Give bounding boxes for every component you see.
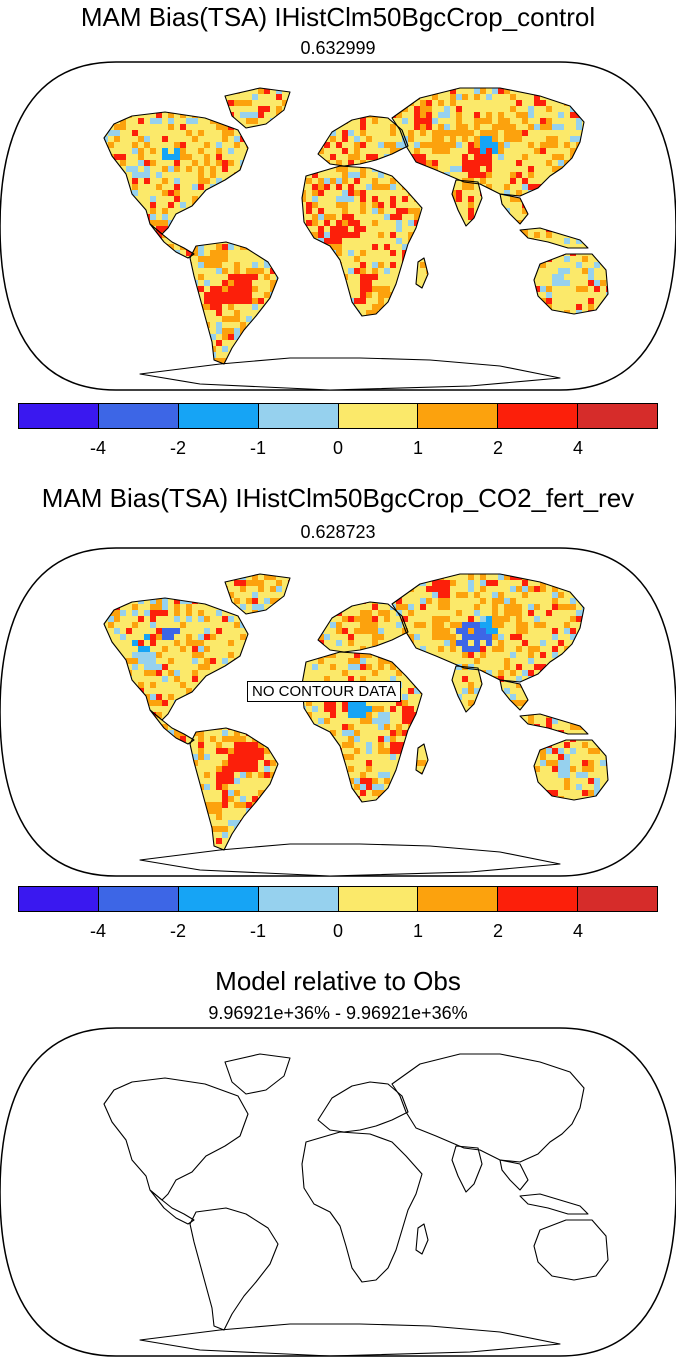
coastline-australia [533, 1219, 609, 1281]
coastline-africa [301, 651, 423, 803]
colorbar-swatch [578, 404, 657, 428]
colorbar-tick-label: 2 [492, 438, 504, 458]
colorbar-swatch [498, 404, 579, 428]
coastline-indonesia [519, 227, 589, 249]
colorbar-tick-label: 1 [412, 921, 424, 941]
coastline-camerica [149, 709, 195, 745]
colorbar-tick-label: 1 [412, 438, 424, 458]
coastline-india [451, 665, 483, 713]
colorbar-tick-label: -4 [89, 438, 107, 458]
colorbar-swatch [338, 887, 419, 911]
colorbar-tick-label: -1 [249, 438, 267, 458]
coastline-asia [391, 87, 585, 197]
panel-1-title: MAM Bias(TSA) IHistClm50BgcCrop_control [80, 2, 596, 32]
colorbar-tick-label: -2 [169, 438, 187, 458]
colorbar-tick-label: -2 [169, 921, 187, 941]
coastline-samerica [189, 1207, 279, 1331]
coastline-australia [533, 739, 609, 801]
colorbar-1 [18, 403, 658, 429]
coastline-seasia [499, 1159, 529, 1191]
coastline-namerica [103, 597, 249, 721]
colorbar-1-labels: -4 -2 -1 0 1 2 4 [18, 437, 658, 459]
panel-1-subtitle: 0.632999 [300, 38, 376, 58]
map-projection-outline [0, 1027, 676, 1357]
colorbar-swatch [418, 404, 499, 428]
no-contour-data-label: NO CONTOUR DATA [247, 681, 402, 702]
coastline-seasia [499, 679, 529, 711]
bias-map-co2-fert-rev [0, 547, 676, 877]
colorbar-swatch [178, 404, 259, 428]
coastline-greenland [224, 573, 291, 615]
panel-3-subtitle: 9.96921e+36% - 9.96921e+36% [208, 1003, 468, 1023]
colorbar-swatch [578, 887, 657, 911]
coastline-africa [301, 165, 423, 317]
colorbar-swatch [178, 887, 259, 911]
coastline-seasia [499, 193, 529, 225]
coastline-asia [391, 1053, 585, 1163]
relative-map [0, 1027, 676, 1357]
colorbar-swatch [19, 887, 99, 911]
colorbar-tick-label: 0 [332, 438, 344, 458]
coastlines [103, 87, 609, 391]
coastline-greenland [224, 1053, 291, 1095]
colorbar-swatch [418, 887, 499, 911]
colorbar-swatch [98, 887, 179, 911]
bias-map-control [0, 61, 676, 391]
panel-3-title: Model relative to Obs [215, 966, 461, 996]
colorbar-swatch [498, 887, 579, 911]
coastline-indonesia [519, 1193, 589, 1215]
coastline-antarctica [139, 1323, 561, 1357]
coastlines [103, 573, 609, 877]
colorbar-swatch [258, 404, 339, 428]
coastline-africa [301, 1131, 423, 1283]
coastlines [103, 1053, 609, 1357]
coastline-madagascar [415, 257, 429, 289]
coastline-camerica [149, 1189, 195, 1225]
coastline-greenland [224, 87, 291, 129]
colorbar-2 [18, 886, 658, 912]
colorbar-tick-label: 2 [492, 921, 504, 941]
coastline-samerica [189, 241, 279, 365]
coastline-india [451, 1145, 483, 1193]
colorbar-tick-label: 4 [572, 921, 584, 941]
coastline-antarctica [139, 843, 561, 877]
coastline-madagascar [415, 1223, 429, 1255]
coastline-namerica [103, 111, 249, 235]
coastline-samerica [189, 727, 279, 851]
coastline-australia [533, 253, 609, 315]
colorbar-tick-label: 0 [332, 921, 344, 941]
colorbar-tick-label: -4 [89, 921, 107, 941]
colorbar-2-labels: -4 -2 -1 0 1 2 4 [18, 920, 658, 942]
panel-2-title: MAM Bias(TSA) IHistClm50BgcCrop_CO2_fert… [41, 483, 635, 513]
coastline-india [451, 179, 483, 227]
colorbar-swatch [258, 887, 339, 911]
coastline-antarctica [139, 357, 561, 391]
coastline-asia [391, 573, 585, 683]
colorbar-swatch [338, 404, 419, 428]
coastline-madagascar [415, 743, 429, 775]
panel-2-subtitle: 0.628723 [300, 522, 376, 542]
coastline-namerica [103, 1077, 249, 1201]
colorbar-swatch [19, 404, 99, 428]
colorbar-tick-label: -1 [249, 921, 267, 941]
coastline-camerica [149, 223, 195, 259]
colorbar-swatch [98, 404, 179, 428]
colorbar-tick-label: 4 [572, 438, 584, 458]
coastline-indonesia [519, 713, 589, 735]
